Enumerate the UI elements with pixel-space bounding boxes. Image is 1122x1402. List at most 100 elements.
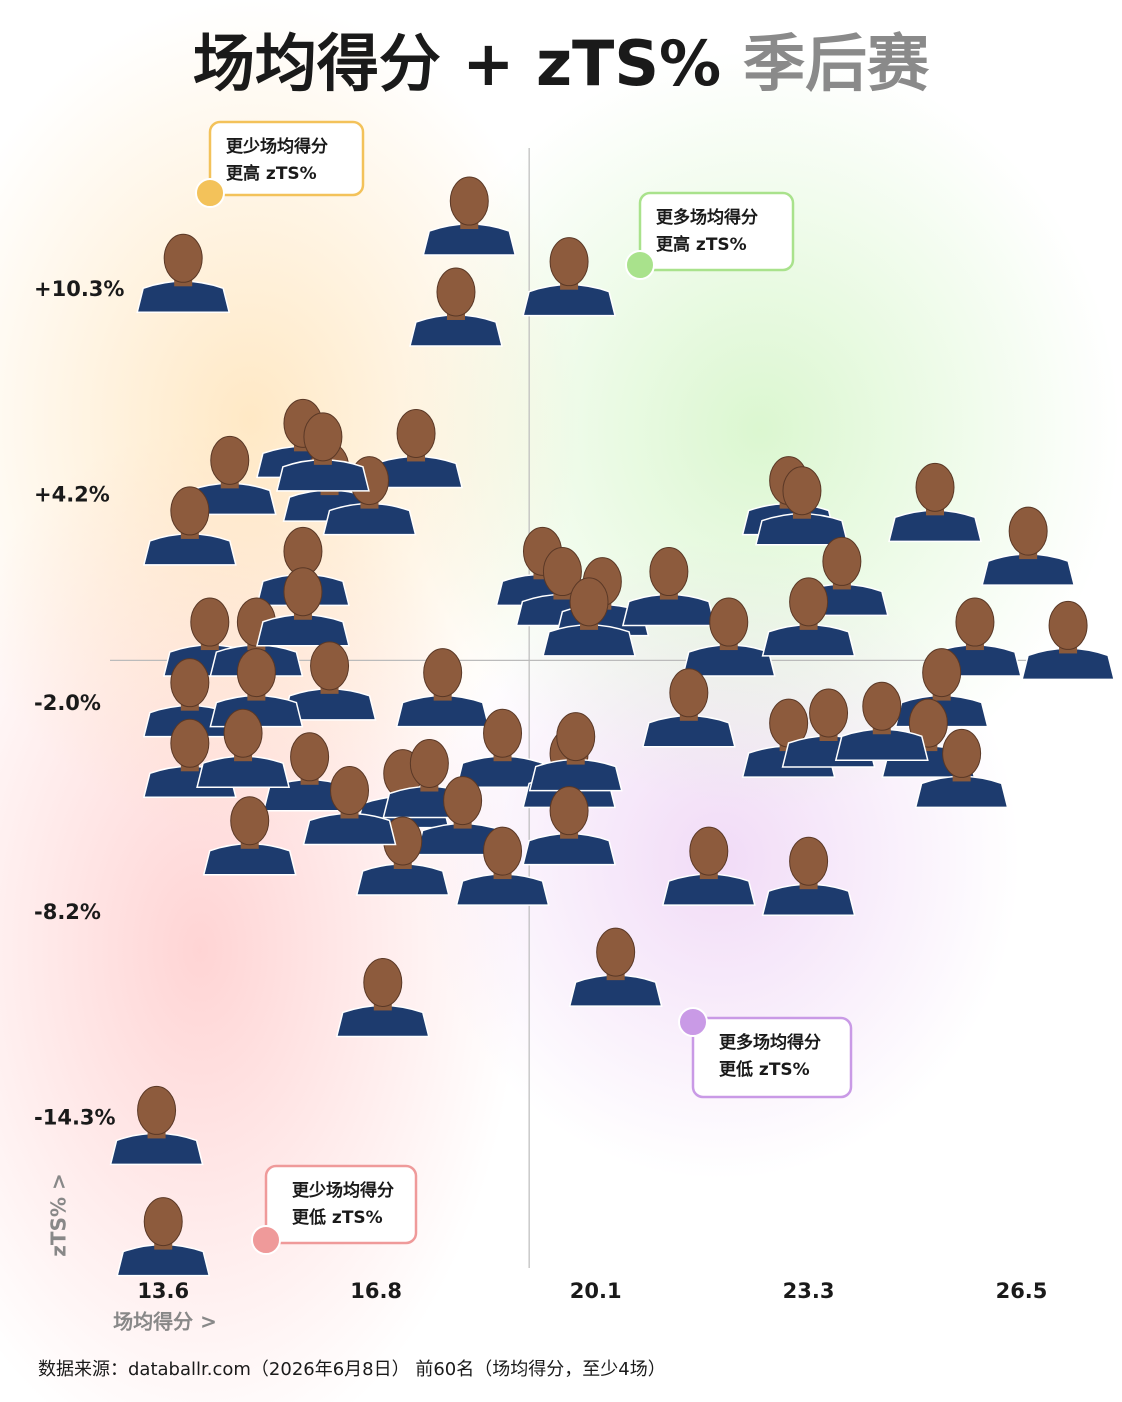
player-point: [528, 712, 623, 792]
head: [1008, 506, 1048, 556]
head: [569, 577, 609, 627]
head: [283, 567, 323, 617]
head: [143, 1197, 183, 1247]
head: [290, 732, 330, 782]
player-point: [761, 577, 856, 657]
x-tick-label: 13.6: [137, 1279, 189, 1303]
player-point: [522, 237, 617, 317]
head: [310, 641, 350, 691]
annotation-icon: [195, 178, 225, 208]
player-point: [834, 681, 929, 762]
head: [942, 728, 982, 778]
head: [822, 536, 862, 586]
head: [230, 796, 270, 846]
x-tick-label: 20.1: [570, 1279, 622, 1303]
head: [549, 237, 589, 287]
player-point: [302, 765, 397, 846]
x-axis-label: 场均得分 >: [113, 1310, 217, 1334]
player-point: [275, 412, 370, 492]
head: [163, 233, 203, 283]
head: [396, 408, 436, 458]
player-point: [981, 506, 1076, 586]
head: [689, 826, 729, 876]
player-point: [455, 708, 550, 788]
player-point: [409, 267, 503, 347]
head: [170, 658, 210, 708]
player-point: [542, 577, 637, 657]
chart-title: 场均得分 + zTS% 季后赛: [193, 27, 930, 100]
head: [915, 462, 955, 512]
annotation-text: 更高 zTS%: [226, 163, 317, 184]
player-point: [455, 826, 550, 906]
player-point: [888, 462, 982, 543]
player-point: [754, 466, 849, 546]
head: [443, 776, 483, 826]
head: [596, 927, 636, 977]
head: [483, 708, 523, 758]
head: [236, 648, 276, 698]
player-point: [335, 957, 430, 1038]
head: [223, 708, 263, 758]
head: [789, 577, 829, 627]
player-point: [282, 641, 377, 721]
head: [409, 739, 449, 789]
head: [556, 712, 596, 762]
subtitle: 季后赛: [743, 27, 930, 100]
player-point: [395, 648, 490, 728]
x-tick-label: 23.3: [783, 1279, 835, 1303]
y-tick-label: -8.2%: [34, 900, 101, 924]
player-point: [136, 233, 231, 314]
player-point: [109, 1085, 204, 1166]
player-point: [116, 1197, 211, 1277]
head: [303, 412, 343, 462]
head: [669, 668, 709, 718]
head: [955, 597, 995, 647]
player-point: [422, 176, 517, 256]
annotation-text: 更低 zTS%: [719, 1059, 810, 1080]
player-point: [142, 486, 237, 566]
head: [649, 547, 689, 597]
player-point: [761, 836, 856, 916]
y-tick-label: +4.2%: [34, 482, 110, 506]
annotation-box: [208, 120, 365, 197]
x-tick-label: 16.8: [350, 1279, 402, 1303]
player-point: [661, 826, 756, 906]
source-note: 数据来源：databallr.com（2026年6月8日） 前60名（场均得分，…: [38, 1359, 666, 1380]
head: [449, 176, 489, 226]
head: [330, 765, 370, 815]
y-tick-label: +10.3%: [34, 277, 124, 301]
head: [423, 648, 463, 698]
player-point: [202, 796, 297, 876]
annotation-text: 更少场均得分: [292, 1180, 394, 1201]
player-point: [568, 927, 663, 1007]
head: [709, 597, 749, 647]
annotation-text: 更高 zTS%: [656, 234, 747, 255]
head: [137, 1085, 177, 1135]
annotation-icon: [678, 1007, 708, 1037]
annotation-box: [638, 191, 795, 272]
player-point: [196, 708, 291, 788]
head: [782, 466, 822, 516]
x-tick-label: 26.5: [996, 1279, 1048, 1303]
annotation-text: 更多场均得分: [656, 207, 758, 228]
y-tick-label: -2.0%: [34, 691, 101, 715]
annotation-box: [264, 1164, 418, 1245]
head: [436, 267, 476, 317]
annotation-box: [691, 1016, 853, 1099]
annotation-icon: [625, 250, 655, 280]
head: [542, 547, 582, 597]
head: [170, 718, 210, 768]
player-point: [522, 786, 617, 866]
head: [809, 688, 849, 738]
head: [210, 435, 250, 485]
head: [190, 597, 230, 647]
head: [922, 648, 962, 698]
player-point: [369, 408, 464, 489]
head: [862, 681, 902, 731]
title: 场均得分 + zTS%: [193, 27, 721, 100]
player-point: [255, 567, 350, 647]
annotation-text: 更低 zTS%: [292, 1207, 383, 1228]
head: [1048, 600, 1088, 650]
